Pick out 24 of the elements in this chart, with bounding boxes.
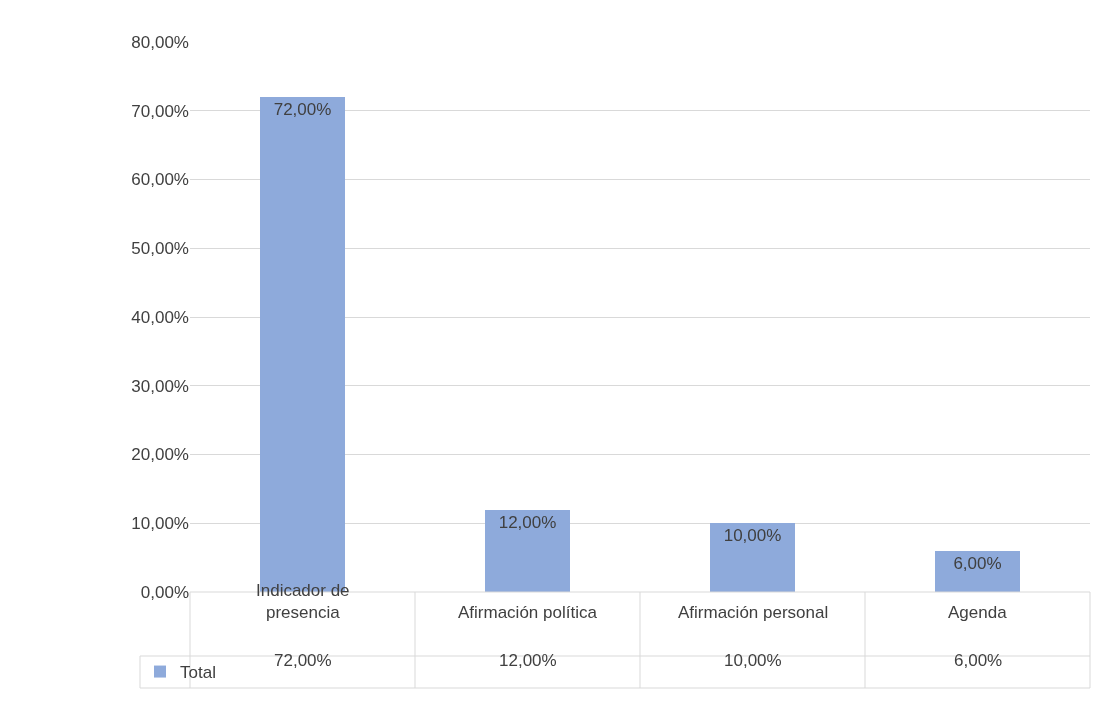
data-label: 6,00%: [954, 651, 1003, 670]
x-tick-label: Agenda: [948, 603, 1008, 622]
data-label: 12,00%: [499, 651, 557, 670]
text: 6,00%: [953, 554, 1002, 573]
bar: [710, 523, 795, 592]
text: 72,00%: [273, 100, 332, 119]
x-tick-label: Afirmación personal: [678, 603, 829, 622]
y-tick-label: 50,00%: [131, 239, 189, 259]
y-tick-label: 70,00%: [131, 101, 189, 121]
text: 10,00%: [723, 526, 782, 545]
y-tick-label: 60,00%: [131, 170, 189, 190]
legend-label: Total: [180, 663, 216, 683]
x-tick-label: Afirmación política: [458, 603, 598, 622]
data-label: 10,00%: [724, 651, 782, 670]
y-tick-label: 0,00%: [140, 582, 189, 602]
y-tick-label: 20,00%: [131, 445, 189, 465]
y-tick-label: 40,00%: [131, 307, 189, 327]
y-tick-label: 80,00%: [131, 32, 189, 52]
data-label: 72,00%: [274, 651, 332, 670]
y-tick-label: 10,00%: [131, 514, 189, 534]
text: 12,00%: [498, 513, 557, 532]
y-tick-label: 30,00%: [131, 376, 189, 396]
x-tick-label: Indicador de presencia: [256, 581, 350, 623]
bar: [485, 510, 570, 592]
